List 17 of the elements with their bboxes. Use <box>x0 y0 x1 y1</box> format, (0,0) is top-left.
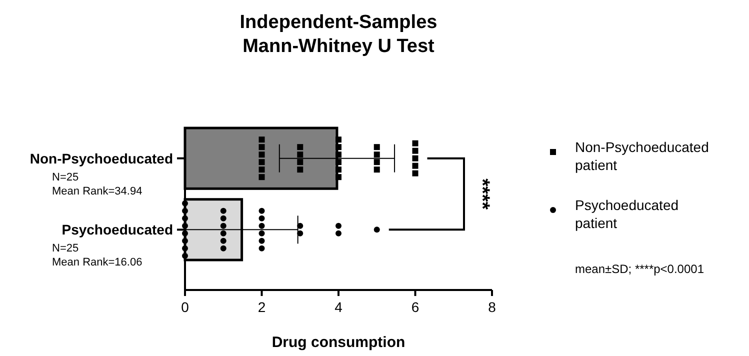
x-tick-label: 6 <box>411 299 420 315</box>
x-tick-label: 4 <box>334 299 343 315</box>
x-tick-label: 2 <box>258 299 266 315</box>
x-tick-label: 0 <box>181 299 190 315</box>
text: mean±SD; ****p<0.0001 <box>575 262 704 276</box>
legend-label: Psychoeducated patient <box>575 197 679 231</box>
legend-label: Non-Psychoeducated patient <box>575 139 709 173</box>
x-axis-title: Drug consumption <box>272 334 406 351</box>
y-tick-label: Psychoeducated <box>62 222 173 238</box>
text: Mean Rank=16.06 <box>52 256 142 269</box>
text: N=25 <box>52 242 79 255</box>
text: Mean Rank=34.94 <box>52 185 142 198</box>
annotation: **** <box>471 178 493 210</box>
y-tick-label: Non-Psychoeducated <box>30 150 173 166</box>
x-tick-label: 8 <box>488 299 496 315</box>
chart-title: Independent-Samples Mann-Whitney U Test <box>240 12 438 57</box>
text: N=25 <box>52 171 79 184</box>
